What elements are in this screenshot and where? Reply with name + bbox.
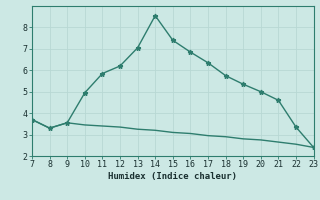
X-axis label: Humidex (Indice chaleur): Humidex (Indice chaleur) [108,172,237,181]
